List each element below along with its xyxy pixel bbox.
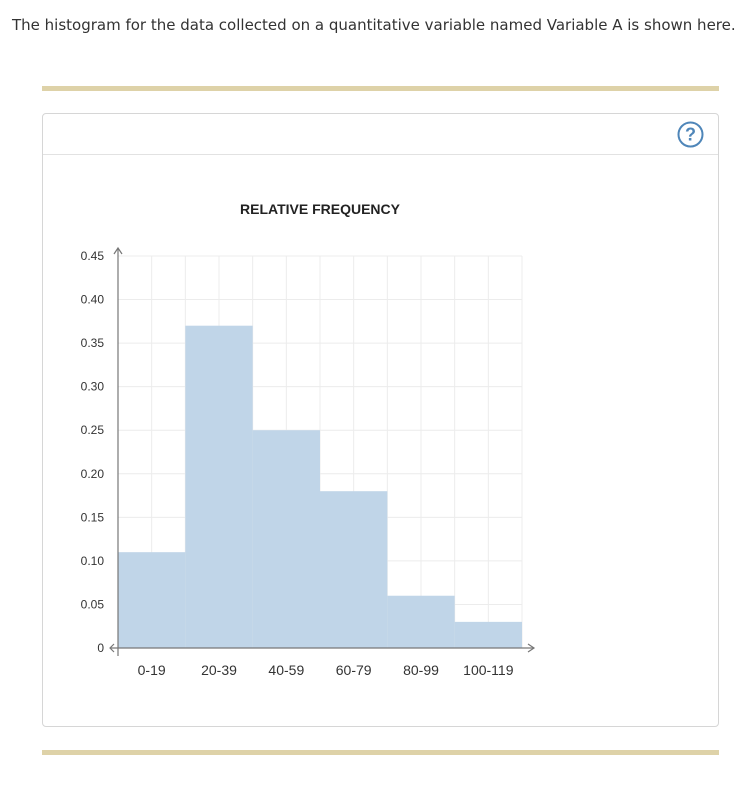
y-tick-label: 0.10 — [81, 554, 105, 568]
x-tick-label: 80-99 — [403, 662, 439, 678]
y-tick-label: 0.35 — [81, 336, 105, 350]
bars — [118, 325, 522, 648]
x-tick-label: 100-119 — [463, 662, 514, 678]
help-button[interactable]: ? — [677, 121, 704, 148]
bar-0-19 — [118, 552, 186, 648]
x-tick-label: 0-19 — [138, 662, 166, 678]
panel-header: ? — [43, 114, 718, 155]
x-tick-labels: 0-19 20-39 40-59 60-79 80-99 100-119 — [138, 662, 514, 678]
question-circle-icon — [677, 121, 704, 148]
y-tick-label: 0.20 — [81, 467, 105, 481]
y-tick-label: 0 — [97, 641, 104, 655]
x-tick-label: 40-59 — [268, 662, 304, 678]
y-tick-label: 0.45 — [81, 249, 105, 263]
bottom-divider — [42, 750, 719, 755]
axes — [109, 246, 536, 656]
y-tick-label: 0.05 — [81, 597, 105, 611]
x-tick-label: 20-39 — [201, 662, 237, 678]
bar-20-39 — [185, 325, 253, 648]
y-tick-label: 0.40 — [81, 293, 105, 307]
bar-80-99 — [387, 595, 455, 648]
bar-40-59 — [252, 430, 320, 648]
y-tick-label: 0.15 — [81, 510, 105, 524]
top-divider — [42, 86, 719, 91]
x-tick-label: 60-79 — [336, 662, 372, 678]
y-tick-label: 0.25 — [81, 423, 105, 437]
bar-60-79 — [320, 491, 388, 648]
y-tick-label: 0.30 — [81, 380, 105, 394]
x-axis-left-arrow — [109, 643, 115, 653]
y-axis-arrow — [113, 246, 123, 255]
help-glyph: ? — [685, 125, 696, 145]
x-axis-arrow — [527, 643, 536, 653]
intro-text: The histogram for the data collected on … — [12, 16, 736, 34]
chart-title: RELATIVE FREQUENCY — [240, 201, 401, 217]
bar-100-119 — [454, 621, 522, 648]
y-tick-labels: 0 0.05 0.10 0.15 0.20 0.25 0.30 0.35 0.40 0.45 — [81, 249, 105, 655]
